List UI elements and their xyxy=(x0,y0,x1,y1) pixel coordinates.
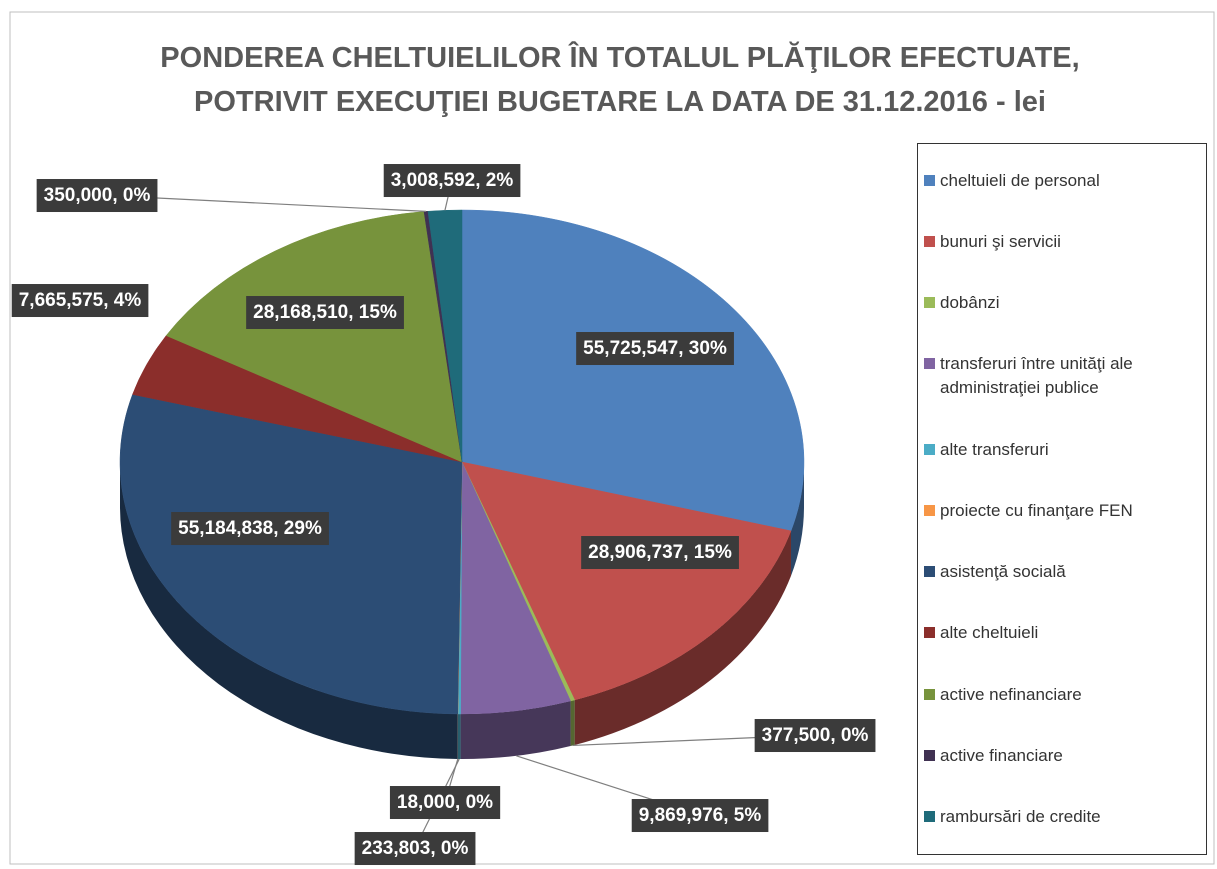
legend-item: active nefinanciare xyxy=(922,683,1202,707)
label-text: 233,803, 0% xyxy=(362,838,469,859)
legend-item: dobânzi xyxy=(922,291,1202,315)
label-text: 7,665,575, 4% xyxy=(19,290,142,311)
label-box xyxy=(754,719,876,753)
slice-side xyxy=(574,530,791,745)
data-label: 28,906,737, 15% xyxy=(581,536,739,570)
label-box xyxy=(354,832,476,866)
legend-swatch xyxy=(924,750,935,762)
label-box xyxy=(246,296,404,330)
legend-swatch xyxy=(924,174,935,186)
data-label: 18,000, 0% xyxy=(389,786,501,820)
legend-swatch xyxy=(924,688,935,700)
legend-item: active financiare xyxy=(922,744,1202,768)
data-label: 55,184,838, 29% xyxy=(171,512,329,546)
label-box xyxy=(631,799,769,833)
data-label: 9,869,976, 5% xyxy=(631,799,769,833)
legend-swatch xyxy=(924,235,935,247)
slice xyxy=(427,209,463,463)
slice xyxy=(119,394,463,715)
data-label: 28,168,510, 15% xyxy=(246,296,404,330)
legend-label: active nefinanciare xyxy=(940,684,1082,704)
legend-label: cheltuieli de personal xyxy=(940,170,1100,190)
legend-item: bunuri şi servicii xyxy=(922,230,1202,254)
label-text: 3,008,592, 2% xyxy=(391,170,514,191)
legend-swatch xyxy=(924,297,935,309)
label-text: 28,906,737, 15% xyxy=(588,542,732,563)
label-text: 18,000, 0% xyxy=(397,792,493,813)
legend-label: alte transferuri xyxy=(940,439,1049,459)
legend-swatch xyxy=(924,358,935,370)
data-label: 233,803, 0% xyxy=(354,832,476,866)
legend-item: alte transferuri xyxy=(922,438,1202,462)
legend-item: transferuri între unităţi ale administra… xyxy=(922,352,1202,400)
label-box xyxy=(389,786,501,820)
label-box xyxy=(11,284,149,318)
legend-item: asistenţă socială xyxy=(922,560,1202,584)
legend-swatch xyxy=(924,566,935,578)
chart-title: PONDEREA CHELTUIELILOR ÎN TOTALUL PLĂŢIL… xyxy=(160,42,1080,118)
slice-side xyxy=(457,713,461,759)
legend-label: asistenţă socială xyxy=(940,562,1066,582)
label-text: 28,168,510, 15% xyxy=(253,302,397,323)
slice-side xyxy=(120,462,458,759)
legend: cheltuieli de personal bunuri şi servicii… xyxy=(917,143,1207,855)
legend-label: rambursări de credite xyxy=(940,807,1101,827)
data-label: 7,665,575, 4% xyxy=(11,284,149,318)
legend-item: proiecte cu finanţare FEN xyxy=(922,499,1202,523)
slice-side xyxy=(790,462,804,576)
legend-label: alte cheltuieli xyxy=(940,623,1039,643)
legend-label: transferuri între unităţi ale administra… xyxy=(940,354,1133,398)
legend-label: bunuri şi servicii xyxy=(940,231,1061,251)
slice xyxy=(165,211,463,463)
label-text: 55,725,547, 30% xyxy=(583,338,727,359)
legend-swatch xyxy=(924,504,935,516)
legend-swatch xyxy=(924,443,935,455)
label-text: 55,184,838, 29% xyxy=(178,518,322,539)
legend-item: cheltuieli de personal xyxy=(922,169,1202,193)
label-text: 377,500, 0% xyxy=(762,725,869,746)
slice-side xyxy=(460,700,571,759)
slice-side xyxy=(570,699,575,746)
label-box xyxy=(581,536,739,570)
label-box xyxy=(171,512,329,546)
label-text: 9,869,976, 5% xyxy=(639,805,762,826)
legend-swatch xyxy=(924,811,935,823)
slice xyxy=(461,461,792,701)
label-box xyxy=(383,164,521,198)
legend-label: dobânzi xyxy=(940,293,1000,313)
label-box xyxy=(576,332,734,366)
legend-swatch xyxy=(924,627,935,639)
legend-label: proiecte cu finanţare FEN xyxy=(940,500,1133,520)
label-box xyxy=(36,179,158,213)
slice xyxy=(461,209,805,532)
legend-label: active financiare xyxy=(940,746,1063,766)
data-label: 3,008,592, 2% xyxy=(383,164,521,198)
legend-item: rambursări de credite xyxy=(922,805,1202,829)
label-text: 350,000, 0% xyxy=(44,185,151,206)
legend-item: alte cheltuieli xyxy=(922,621,1202,645)
data-label: 377,500, 0% xyxy=(754,719,876,753)
data-label: 350,000, 0% xyxy=(36,179,158,213)
data-label: 55,725,547, 30% xyxy=(576,332,734,366)
